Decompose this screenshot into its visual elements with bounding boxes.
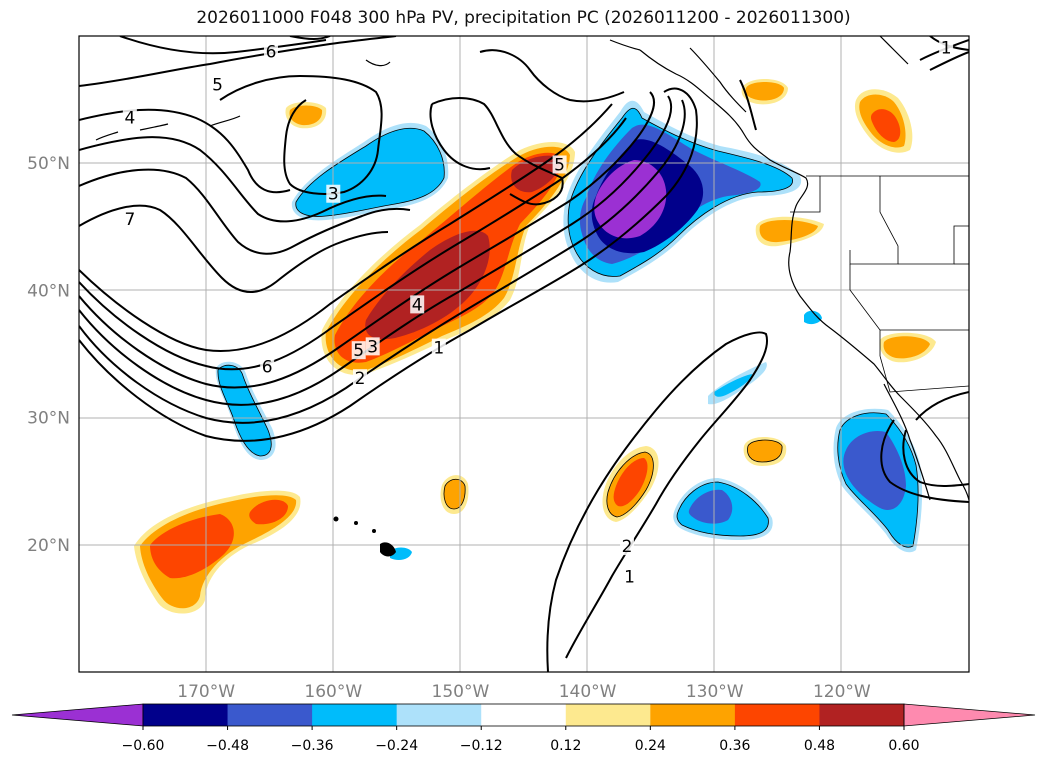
- shading-outlines: [217, 107, 919, 548]
- colorbar-tick-label: −0.60: [122, 738, 165, 754]
- colorbar-tick-label: 0.24: [635, 738, 666, 754]
- contour-label-bg: [352, 369, 367, 388]
- state-borders: [790, 175, 969, 393]
- contour-label-bg: [122, 108, 137, 127]
- map-frame: [78, 35, 970, 673]
- contour-label-bg: [619, 537, 634, 556]
- contour-label: 1: [941, 38, 952, 58]
- colorbar-tick-label: −0.12: [460, 738, 503, 754]
- contour-label-bg: [431, 338, 446, 357]
- gridlines: [79, 36, 969, 672]
- colorbar-segment: [819, 704, 905, 726]
- longitude-tick-labels: 170°W 160°W 150°W 140°W 130°W 120°W: [177, 682, 871, 702]
- hawaii-islands: [333, 516, 396, 557]
- lon-tick-label: 120°W: [813, 682, 871, 702]
- contour-label: 5: [212, 75, 223, 95]
- colorbar-segment: [143, 704, 229, 726]
- lat-tick-label: 30°N: [27, 409, 70, 429]
- map-title: 2026011000 F048 300 hPa PV, precipitatio…: [196, 8, 851, 28]
- latitude-tick-labels: 20°N 30°N 40°N 50°N: [27, 154, 70, 556]
- contour-label-bg: [351, 341, 366, 360]
- colorbar-segment: [227, 704, 313, 726]
- coastlines: [95, 36, 969, 501]
- contour-label-bg: [552, 155, 567, 174]
- contour-label-bg: [622, 567, 637, 586]
- contour-label: 5: [554, 155, 565, 175]
- colorbar-segment: [481, 704, 567, 726]
- colorbar-tick-label: 0.48: [804, 738, 835, 754]
- colorbar-segment: [312, 704, 398, 726]
- contour-label: 5: [353, 341, 364, 361]
- lat-tick-label: 50°N: [27, 154, 70, 174]
- contour-label: 4: [412, 295, 423, 315]
- colorbar-extend-high: [903, 703, 1036, 727]
- lat-tick-label: 20°N: [27, 536, 70, 556]
- lon-tick-label: 140°W: [559, 682, 617, 702]
- colorbar-tick-label: 0.36: [719, 738, 750, 754]
- contour-label-bg: [210, 75, 225, 94]
- colorbar-tick-label: −0.36: [291, 738, 334, 754]
- contour-label: 7: [124, 210, 135, 230]
- contour-label-bg: [939, 38, 954, 57]
- contour-label: 3: [367, 337, 378, 357]
- contour-label: 3: [328, 185, 339, 205]
- contour-label: 1: [624, 568, 635, 588]
- lon-tick-label: 130°W: [686, 682, 744, 702]
- contour-label-bg: [410, 295, 425, 314]
- contour-label-bg: [263, 42, 278, 61]
- lon-tick-label: 170°W: [177, 682, 235, 702]
- colorbar: −0.60 −0.48 −0.36 −0.24 −0.12 0.12 0.24 0.36 0.4…: [11, 703, 1036, 754]
- contour-label: 2: [355, 369, 366, 389]
- lon-tick-label: 150°W: [432, 682, 490, 702]
- colorbar-extend-low: [11, 703, 144, 727]
- colorbar-frame: [142, 703, 905, 727]
- colorbar-tick-label: −0.24: [375, 738, 418, 754]
- contour-label-bg: [365, 337, 380, 356]
- contour-label: 1: [433, 339, 444, 359]
- contour-label: 6: [262, 358, 273, 378]
- colorbar-tick-label: 0.12: [550, 738, 581, 754]
- contour-label-bg: [122, 210, 137, 229]
- contour-label: 6: [266, 42, 277, 62]
- lon-tick-label: 160°W: [304, 682, 362, 702]
- contour-label: 2: [622, 537, 633, 557]
- colorbar-tick-label: −0.48: [206, 738, 249, 754]
- contour-label: 4: [124, 108, 135, 128]
- colorbar-tick-label: 0.60: [888, 738, 919, 754]
- colorbar-segment: [650, 704, 736, 726]
- pv-contours: [79, 36, 969, 672]
- colorbar-segment: [396, 704, 482, 726]
- contour-label-bg: [260, 357, 275, 376]
- lat-tick-label: 40°N: [27, 281, 70, 301]
- contour-label-bg: [326, 184, 341, 203]
- colorbar-segment: [565, 704, 651, 726]
- colorbar-segment: [734, 704, 820, 726]
